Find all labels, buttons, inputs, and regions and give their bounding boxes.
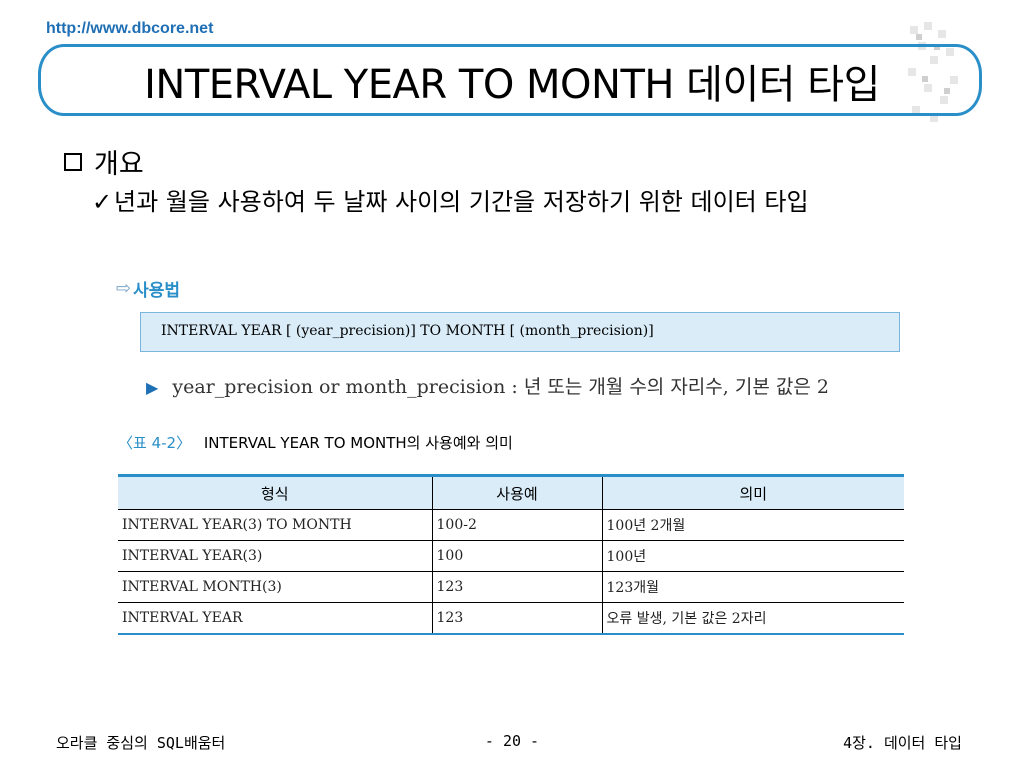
table-header-cell: 형식	[118, 475, 432, 510]
table-row: INTERVAL MONTH(3) 123 123개월	[118, 571, 904, 603]
table-cell: 100	[431, 540, 602, 572]
arrow-icon: ⇨	[116, 278, 132, 299]
usage-label-text: 사용법	[133, 281, 181, 301]
table-cell: 100-2	[431, 509, 602, 541]
title-frame	[38, 44, 982, 116]
table-cell: 100년	[601, 540, 904, 572]
table-caption-number: 〈표 4-2〉	[118, 434, 192, 452]
table-caption: 〈표 4-2〉 INTERVAL YEAR TO MONTH의 사용예와 의미	[118, 432, 513, 453]
page-title: INTERVAL YEAR TO MONTH 데이터 타입	[144, 62, 880, 108]
footer-book-title: 오라클 중심의 SQL배움터	[56, 734, 226, 752]
section-heading: 개요	[64, 142, 144, 181]
table-cell: INTERVAL MONTH(3)	[118, 571, 432, 603]
table-cell: 오류 발생, 기본 값은 2자리	[601, 602, 904, 634]
table-cell: INTERVAL YEAR	[122, 610, 243, 626]
table-header-cell: 사용예	[431, 475, 602, 510]
footer-chapter: 4장. 데이터 타입	[843, 734, 962, 752]
bullet-text: 년과 월을 사용하여 두 날짜 사이의 기간을 저장하기 위한 데이터 타입	[114, 188, 809, 216]
table-cell: 123	[431, 602, 602, 634]
table-cell: 123개월	[601, 571, 904, 603]
usage-note: ▶ year_precision or month_precision : 년 …	[146, 372, 829, 399]
syntax-box: INTERVAL YEAR [ (year_precision)] TO MON…	[140, 312, 900, 352]
table-cell: 123	[431, 571, 602, 603]
table-row: INTERVAL YEAR(3) TO MONTH 100-2 100년 2개월	[118, 509, 904, 541]
table-caption-text: INTERVAL YEAR TO MONTH의 사용예와 의미	[203, 434, 513, 452]
table-header-row: 형식 사용예 의미	[118, 475, 904, 510]
section-heading-text: 개요	[94, 149, 144, 180]
table-cell: 100년 2개월	[601, 509, 904, 541]
footer-page-number: - 20 -	[484, 732, 540, 750]
table-row: INTERVAL YEAR(3) 100 100년	[118, 540, 904, 572]
table-header-cell: 의미	[601, 475, 904, 510]
site-url[interactable]: http://www.dbcore.net	[46, 20, 214, 37]
bullet-item: ✓ 년과 월을 사용하여 두 날짜 사이의 기간을 저장하기 위한 데이터 타입	[92, 186, 964, 218]
usage-note-text: year_precision or month_precision : 년 또는…	[172, 376, 829, 398]
checkmark-icon: ✓	[92, 188, 113, 216]
table-cell: INTERVAL YEAR(3)	[118, 540, 432, 572]
usage-label: ⇨ 사용법	[116, 276, 180, 301]
table-cell: INTERVAL YEAR(3) TO MONTH	[118, 509, 432, 541]
checkbox-square-icon	[64, 152, 82, 171]
interval-table: 형식 사용예 의미 INTERVAL YEAR(3) TO MONTH 100-…	[118, 474, 904, 635]
table-row: INTERVAL YEAR 123 오류 발생, 기본 값은 2자리	[118, 602, 904, 634]
triangle-bullet-icon: ▶	[146, 378, 159, 397]
